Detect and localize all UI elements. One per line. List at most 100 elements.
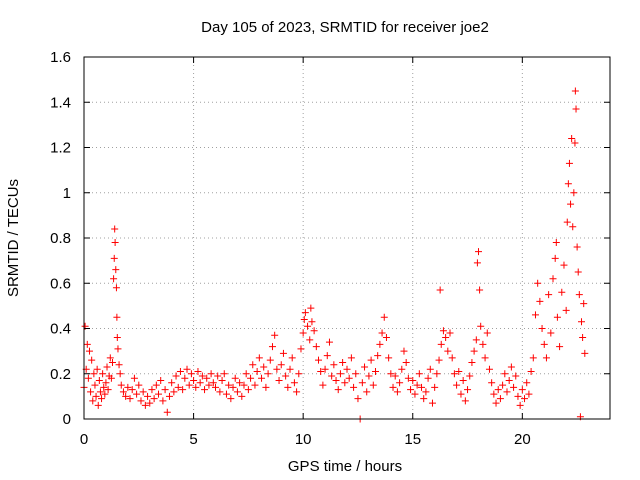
data-point: [148, 386, 156, 394]
data-point: [273, 365, 281, 373]
data-point: [157, 377, 165, 385]
data-point: [277, 361, 285, 369]
data-point: [106, 354, 114, 362]
data-point: [568, 134, 576, 142]
data-point: [573, 243, 581, 251]
data-point: [229, 383, 237, 391]
data-point: [170, 388, 178, 396]
data-point: [190, 377, 198, 385]
data-point: [455, 367, 463, 375]
data-point: [350, 383, 358, 391]
data-point: [271, 331, 279, 339]
data-point: [96, 388, 104, 396]
data-point: [212, 383, 219, 391]
x-tick-label: 15: [404, 431, 421, 448]
y-tick-label: 1: [63, 185, 71, 202]
data-point: [325, 338, 333, 346]
data-point: [90, 370, 98, 378]
data-point: [570, 189, 578, 197]
data-point: [534, 279, 542, 287]
data-point: [547, 329, 555, 337]
data-point: [488, 379, 496, 387]
data-point: [341, 379, 349, 387]
chart-title: Day 105 of 2023, SRMTID for receiver joe…: [201, 19, 489, 36]
data-point: [461, 397, 469, 405]
data-point: [442, 334, 450, 342]
data-point: [424, 374, 432, 382]
data-point: [369, 381, 377, 389]
data-point: [207, 370, 215, 378]
data-point: [479, 340, 487, 348]
data-point: [155, 390, 163, 398]
data-point: [472, 336, 480, 344]
data-point: [380, 313, 388, 321]
data-point: [339, 358, 347, 366]
data-point: [89, 397, 97, 405]
data-point: [94, 401, 102, 409]
data-point: [290, 379, 298, 387]
data-point: [214, 372, 222, 380]
data-point: [258, 374, 266, 382]
data-point: [300, 315, 308, 323]
y-tick-label: 1.4: [50, 94, 71, 111]
data-point: [306, 336, 314, 344]
data-point: [216, 388, 224, 396]
data-point: [85, 347, 93, 355]
data-point: [194, 367, 202, 375]
data-point: [411, 390, 419, 398]
y-tick-label: 0.4: [50, 321, 71, 338]
data-point: [187, 370, 195, 378]
data-point: [336, 370, 344, 378]
data-point: [367, 356, 375, 364]
data-point: [581, 349, 589, 357]
data-point: [428, 399, 436, 407]
data-point: [111, 225, 119, 233]
data-point: [222, 390, 230, 398]
data-point: [92, 392, 100, 400]
data-point: [387, 370, 395, 378]
data-point: [117, 381, 125, 389]
data-point: [404, 374, 412, 382]
data-point: [361, 363, 369, 371]
data-point: [376, 340, 384, 348]
y-tick-label: 0.2: [50, 366, 71, 383]
data-point: [119, 388, 127, 396]
data-point: [527, 367, 535, 375]
data-point: [227, 395, 235, 403]
y-tick-label: 1.2: [50, 140, 71, 157]
y-tick-labels: 0 0.2 0.4 0.6 0.8 1 1.2 1.4 1.6: [50, 49, 71, 428]
data-point: [307, 304, 315, 312]
data-point: [139, 388, 147, 396]
data-point: [88, 356, 96, 364]
data-point: [580, 300, 588, 308]
data-point: [83, 340, 91, 348]
data-point: [578, 318, 586, 326]
data-point: [112, 266, 120, 274]
data-point: [556, 343, 564, 351]
data-point: [481, 354, 489, 362]
data-point: [345, 374, 353, 382]
data-point: [444, 347, 452, 355]
data-point: [174, 383, 182, 391]
data-point: [286, 365, 294, 373]
data-point: [551, 254, 559, 262]
data-point: [220, 370, 228, 378]
data-point: [293, 388, 301, 396]
data-point: [389, 383, 397, 391]
data-point: [453, 381, 461, 389]
data-point: [538, 325, 546, 332]
data-point: [146, 399, 154, 407]
data-point: [402, 358, 410, 366]
data-point: [407, 386, 415, 394]
data-point: [288, 354, 296, 362]
data-point: [352, 370, 360, 378]
data-point: [135, 381, 143, 389]
data-point: [168, 379, 176, 387]
data-point: [111, 239, 119, 247]
data-point: [264, 370, 272, 378]
data-point: [124, 383, 132, 391]
data-point: [536, 297, 544, 305]
data-point: [236, 379, 244, 387]
data-point: [150, 395, 158, 403]
data-point: [137, 397, 145, 405]
